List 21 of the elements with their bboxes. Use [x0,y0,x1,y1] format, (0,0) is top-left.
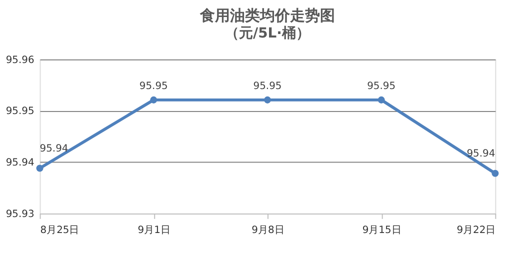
point [150,96,158,104]
point [492,170,499,177]
point [264,96,271,104]
x-tick-label: 9月1日 [138,224,170,236]
y-tick-label: 95.96 [6,54,34,66]
data-label: 95.95 [139,80,168,92]
x-tick-label: 9月8日 [252,224,284,236]
data-label: 95.94 [466,148,496,160]
chart-title: 食用油类均价走势图 [198,6,335,25]
data-label: 95.94 [40,143,68,154]
y-tick-label: 95.93 [6,208,34,220]
data-label: 95.95 [253,80,282,92]
x-tick-label: 9月15日 [362,224,402,236]
point [378,96,385,104]
point [36,164,44,172]
y-tick-label: 95.94 [6,158,34,169]
data-label: 95.95 [367,80,396,92]
x-tick-label: 9月22日 [456,224,496,236]
y-tick-label: 95.95 [6,106,34,118]
chart-subtitle: （元/5L·桶） [225,25,310,42]
x-tick-label: 8月25日 [40,224,80,236]
